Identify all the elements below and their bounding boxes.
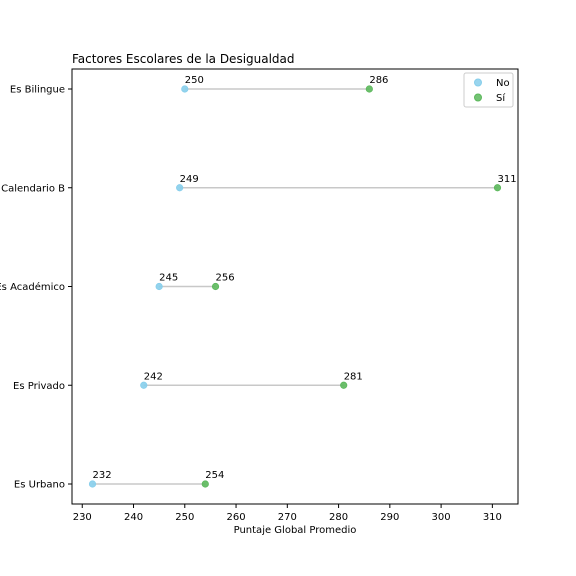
y-tick-label: Calendario B [1,183,65,194]
x-tick-label: 300 [432,512,451,523]
x-tick-label: 260 [226,512,245,523]
x-tick-label: 270 [278,512,297,523]
y-axis-ticks: Es Bilingue Calendario B Es Académico Es Pr… [0,85,72,491]
data-label-no: 232 [93,470,112,481]
legend: No Sí [464,73,513,107]
y-tick-label: Es Urbano [14,480,65,491]
data-label-no: 245 [159,273,178,284]
data-labels: 250 286 249 311 245 256 242 281 232 254 [93,75,517,481]
point-si [202,481,208,487]
point-no [182,86,188,92]
y-tick-label: Es Bilingue [10,85,65,96]
legend-marker-no [475,79,482,86]
connector-lines [93,89,498,484]
data-label-si: 254 [205,470,224,481]
chart-title: Factores Escolares de la Desigualdad [72,52,295,66]
x-axis-ticks: 230 240 250 260 270 280 290 300 310 [73,504,502,523]
x-tick-label: 250 [175,512,194,523]
point-no [156,283,162,289]
data-points [89,86,500,487]
point-no [176,185,182,191]
x-tick-label: 290 [380,512,399,523]
x-tick-label: 310 [483,512,502,523]
point-si [494,185,500,191]
point-no [89,481,95,487]
data-label-no: 250 [185,75,204,86]
point-no [141,382,147,388]
x-tick-label: 230 [73,512,92,523]
x-tick-label: 240 [124,512,143,523]
y-tick-label: Es Académico [0,281,65,293]
legend-label-si: Sí [496,92,506,104]
data-label-no: 242 [144,371,163,382]
legend-label-no: No [496,78,510,89]
data-label-si: 311 [497,174,516,185]
data-label-no: 249 [180,174,199,185]
point-si [341,382,347,388]
data-label-si: 256 [216,273,235,284]
x-axis-label: Puntaje Global Promedio [234,525,357,536]
plot-area-frame [72,69,518,504]
x-tick-label: 280 [329,512,348,523]
point-si [212,283,218,289]
point-si [366,86,372,92]
legend-marker-si [475,94,482,101]
y-tick-label: Es Privado [13,381,65,392]
data-label-si: 286 [369,75,388,86]
data-label-si: 281 [344,371,363,382]
